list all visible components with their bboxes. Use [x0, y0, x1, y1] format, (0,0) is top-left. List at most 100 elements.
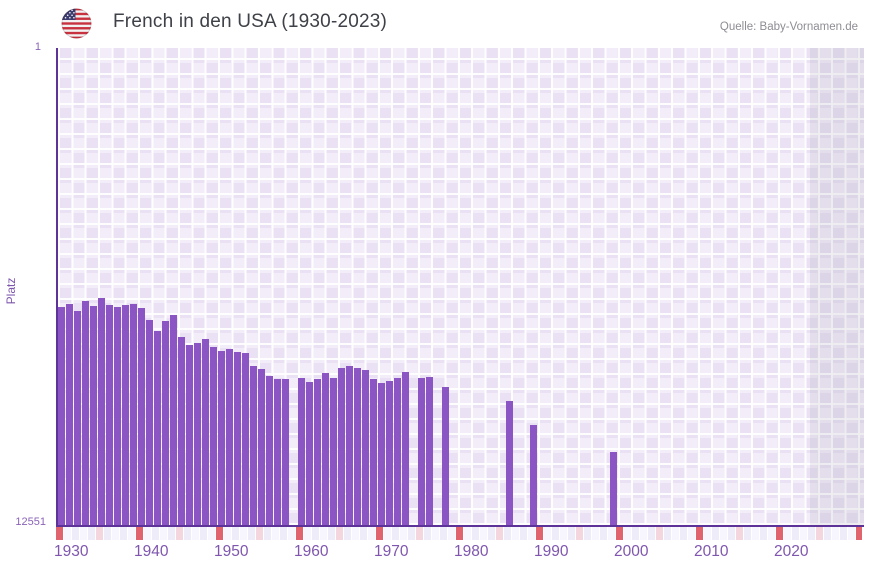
year-marker-1963	[320, 527, 327, 540]
bar-1976[interactable]	[426, 376, 433, 525]
bar-1971[interactable]	[386, 381, 393, 525]
year-marker-1960	[296, 527, 303, 540]
x-axis-tick-labels: 1930 1940 1950 1960 1970 1980 1990 2000 2010 2020	[54, 543, 862, 563]
page-title: French in den USA (1930-2023)	[113, 11, 388, 32]
year-marker-1955	[256, 527, 263, 540]
year-marker-1969	[368, 527, 375, 540]
year-marker-1994	[568, 527, 575, 540]
year-marker-1981	[464, 527, 471, 540]
bar-1949[interactable]	[210, 346, 217, 525]
year-marker-1975	[416, 527, 423, 540]
year-marker-2004	[648, 527, 655, 540]
bar-1936[interactable]	[106, 304, 113, 525]
bar-1940[interactable]	[138, 307, 145, 525]
bar-1967[interactable]	[354, 368, 361, 525]
year-marker-2006	[664, 527, 671, 540]
bar-1954[interactable]	[250, 365, 257, 525]
year-marker-1986	[504, 527, 511, 540]
bar-1986[interactable]	[506, 401, 513, 525]
year-marker-1946	[184, 527, 191, 540]
year-marker-1937	[112, 527, 119, 540]
bar-1933[interactable]	[82, 300, 89, 525]
y-axis-title: Platz	[4, 277, 18, 305]
bar-1950[interactable]	[218, 350, 225, 525]
bar-1973[interactable]	[402, 371, 409, 525]
bar-1958[interactable]	[282, 378, 289, 525]
year-marker-2028	[840, 527, 847, 540]
year-marker-1954	[248, 527, 255, 540]
bar-1941[interactable]	[146, 320, 153, 525]
bar-1944[interactable]	[170, 314, 177, 525]
bar-1946[interactable]	[186, 345, 193, 525]
y-axis-min-label: 12551	[15, 516, 46, 528]
bar-1953[interactable]	[242, 352, 249, 525]
year-marker-1958	[280, 527, 287, 540]
year-marker-1967	[352, 527, 359, 540]
year-marker-2021	[784, 527, 791, 540]
bar-1970[interactable]	[378, 382, 385, 525]
year-marker-1995	[576, 527, 583, 540]
year-marker-2024	[808, 527, 815, 540]
year-marker-1962	[312, 527, 319, 540]
bar-1932[interactable]	[74, 310, 81, 525]
bar-1935[interactable]	[98, 297, 105, 525]
bar-1952[interactable]	[234, 352, 241, 525]
year-marker-1936	[104, 527, 111, 540]
year-marker-1949	[208, 527, 215, 540]
bar-1947[interactable]	[194, 342, 201, 525]
year-marker-1991	[544, 527, 551, 540]
bar-1939[interactable]	[130, 303, 137, 525]
bar-1999[interactable]	[610, 452, 617, 525]
bar-1938[interactable]	[122, 304, 129, 525]
bar-1945[interactable]	[178, 336, 185, 525]
year-marker-1953	[240, 527, 247, 540]
year-marker-1989	[528, 527, 535, 540]
bar-1978[interactable]	[442, 386, 449, 525]
bar-1960[interactable]	[298, 378, 305, 525]
bar-1963[interactable]	[322, 372, 329, 525]
year-marker-1970	[376, 527, 383, 540]
bar-1968[interactable]	[362, 369, 369, 525]
bar-1955[interactable]	[258, 368, 265, 525]
bar-1966[interactable]	[346, 365, 353, 525]
bar-1948[interactable]	[202, 339, 209, 525]
year-marker-1944	[168, 527, 175, 540]
bar-1964[interactable]	[330, 378, 337, 525]
year-marker-1977	[432, 527, 439, 540]
year-marker-2013	[720, 527, 727, 540]
year-marker-1990	[536, 527, 543, 540]
bar-1931[interactable]	[66, 303, 73, 525]
year-marker-1951	[224, 527, 231, 540]
bar-1975[interactable]	[418, 378, 425, 525]
year-marker-2025	[816, 527, 823, 540]
bar-1961[interactable]	[306, 381, 313, 525]
year-marker-2012	[712, 527, 719, 540]
bar-1930[interactable]	[58, 307, 65, 525]
year-marker-1941	[144, 527, 151, 540]
year-marker-1972	[392, 527, 399, 540]
year-marker-2023	[800, 527, 807, 540]
x-tick-label-2000: 2000	[614, 543, 649, 560]
year-marker-2009	[688, 527, 695, 540]
year-marker-1985	[496, 527, 503, 540]
bar-1989[interactable]	[530, 425, 537, 525]
year-marker-1987	[512, 527, 519, 540]
year-marker-1940	[136, 527, 143, 540]
bar-1943[interactable]	[162, 320, 169, 525]
bar-1965[interactable]	[338, 368, 345, 525]
bar-1951[interactable]	[226, 349, 233, 525]
plot-area[interactable]	[56, 48, 864, 527]
x-tick-label-1950: 1950	[214, 543, 249, 560]
year-marker-1945	[176, 527, 183, 540]
no-data-band	[810, 48, 864, 525]
bar-1937[interactable]	[114, 307, 121, 525]
bar-1957[interactable]	[274, 378, 281, 525]
bar-1972[interactable]	[394, 378, 401, 525]
bar-1969[interactable]	[370, 378, 377, 525]
bar-1956[interactable]	[266, 375, 273, 525]
year-marker-2018	[760, 527, 767, 540]
year-marker-2008	[680, 527, 687, 540]
bar-1942[interactable]	[154, 330, 161, 525]
bar-1962[interactable]	[314, 378, 321, 525]
bar-1934[interactable]	[90, 306, 97, 525]
